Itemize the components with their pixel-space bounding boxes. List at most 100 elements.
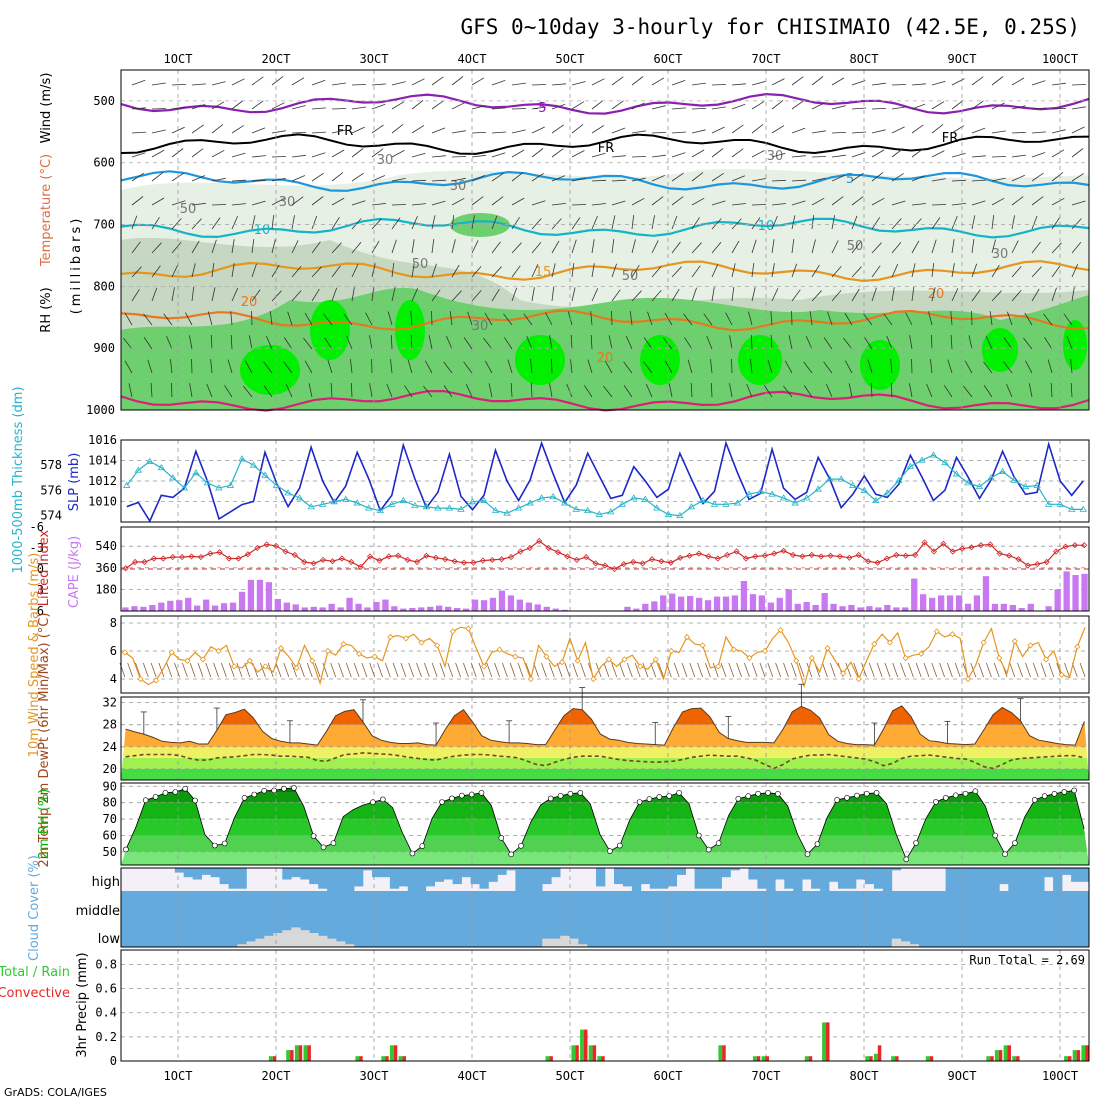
wind-barb <box>511 197 525 206</box>
slp-tick-label: 1014 <box>88 454 117 468</box>
wind-barb <box>151 197 165 206</box>
lifted-point <box>583 554 590 561</box>
wind-barb <box>314 662 321 678</box>
bottom-date-axis: 1OCT 2OCT 3OCT 4OCT 5OCT 6OCT 7OCT 8OCT 9OCT 10OC… <box>164 1069 1079 1083</box>
wind-barb <box>831 132 847 134</box>
thickness-point <box>503 509 511 516</box>
thickness-label: 1000-500mb Thickness (dm) <box>11 386 26 573</box>
top-date-axis: 1OCT 2OCT 3OCT 4OCT 5OCT 6OCT 7OCT 8OCT 9OCT 10OC… <box>164 52 1079 66</box>
wind-barb <box>751 204 767 206</box>
wind-barb <box>291 175 306 182</box>
thickness-point <box>399 496 408 503</box>
cloud-high-bar <box>497 868 507 875</box>
wind-barb <box>951 288 959 302</box>
wind-barb <box>805 336 813 350</box>
lifted-point <box>1053 548 1060 555</box>
precip-label: 3hr Precip (mm) <box>75 952 90 1057</box>
wind-barb <box>731 263 736 278</box>
wind-barb <box>611 100 624 110</box>
wind-barb <box>331 129 346 134</box>
wind-barb <box>1051 242 1062 254</box>
wind-barb <box>750 359 753 374</box>
cape-bar <box>938 595 945 611</box>
cape-bar <box>498 590 506 611</box>
wind-speed-point <box>402 635 410 642</box>
wind-barb <box>1017 662 1024 678</box>
wind-barb <box>611 155 626 158</box>
cape-bar <box>149 605 156 611</box>
wind-barb <box>431 200 446 206</box>
wind-barb <box>1011 154 1026 158</box>
wind-barb <box>331 172 344 182</box>
precip-tick-label: 0.2 <box>95 1030 117 1044</box>
wind-barb <box>911 203 926 206</box>
cloud-high-bar <box>443 868 453 880</box>
cape-bar <box>328 603 335 611</box>
wind-barb <box>551 358 553 374</box>
lifted-point <box>1015 556 1022 563</box>
wind-barb <box>351 172 364 182</box>
wind-barb <box>517 662 524 678</box>
precip-total-bar <box>822 1022 826 1061</box>
wind-barb <box>711 172 724 182</box>
lifted-point <box>648 556 656 563</box>
cape-bar <box>920 594 927 611</box>
wind-barb <box>771 100 784 110</box>
wind-barb <box>531 242 542 254</box>
wind-barb <box>811 177 826 182</box>
cape-bar <box>1027 603 1034 611</box>
wind-barb <box>671 80 686 86</box>
cloud-low-bar <box>291 927 301 947</box>
wind-barb <box>1051 108 1067 110</box>
precip-conv-bar <box>1007 1045 1011 1061</box>
rh-point <box>972 788 979 795</box>
precip-total-bar <box>389 1045 394 1061</box>
precip-conv-bar <box>584 1029 588 1061</box>
precip-total-bar <box>925 1056 930 1061</box>
wind-barb <box>642 662 649 678</box>
rh-point <box>152 794 159 800</box>
rh-point <box>646 796 653 802</box>
cloud-high-bar <box>372 868 382 878</box>
grads-credit: GrADS: COLA/IGES <box>4 1086 107 1099</box>
cloud-high-bar <box>873 868 884 889</box>
wind-barb <box>390 334 393 350</box>
wind-barb <box>591 215 598 230</box>
cape-bar <box>462 608 470 611</box>
isotherm-10 <box>120 217 1090 239</box>
cloud-high-bar <box>721 868 731 878</box>
wind-barb <box>771 215 778 230</box>
contour-label: -5 <box>534 101 547 116</box>
wind-barb <box>151 108 167 110</box>
rh-point <box>212 842 218 849</box>
rh-point <box>577 789 584 796</box>
cape-bar <box>830 603 837 611</box>
lifted-point <box>310 560 317 567</box>
wind-barb <box>549 383 553 398</box>
precip-conv-bar <box>385 1056 389 1061</box>
wind-barb <box>822 662 828 678</box>
wind-barb <box>143 337 153 350</box>
wind-barb <box>871 129 886 134</box>
wind-barb <box>551 83 567 86</box>
wind-barb <box>823 337 833 350</box>
bottom-date-label: 1OCT <box>164 1069 193 1083</box>
wind-barb <box>731 124 744 134</box>
wind-barb <box>725 312 733 326</box>
wind-speed-point <box>1027 642 1034 649</box>
wind-barb <box>446 336 453 350</box>
slp-tick-label: 1016 <box>88 433 117 447</box>
wind-barb <box>710 382 713 398</box>
wind-speed-point <box>137 675 144 683</box>
wind-barb <box>351 264 359 278</box>
thickness-point <box>952 470 961 477</box>
cloud-low-bar <box>542 938 552 947</box>
rh-point <box>844 794 850 801</box>
wind-barb <box>471 290 482 302</box>
wind-barb <box>651 77 665 86</box>
wind-barb <box>143 313 153 326</box>
top-date-label: 5OCT <box>556 52 585 66</box>
wind-barb <box>750 334 753 350</box>
